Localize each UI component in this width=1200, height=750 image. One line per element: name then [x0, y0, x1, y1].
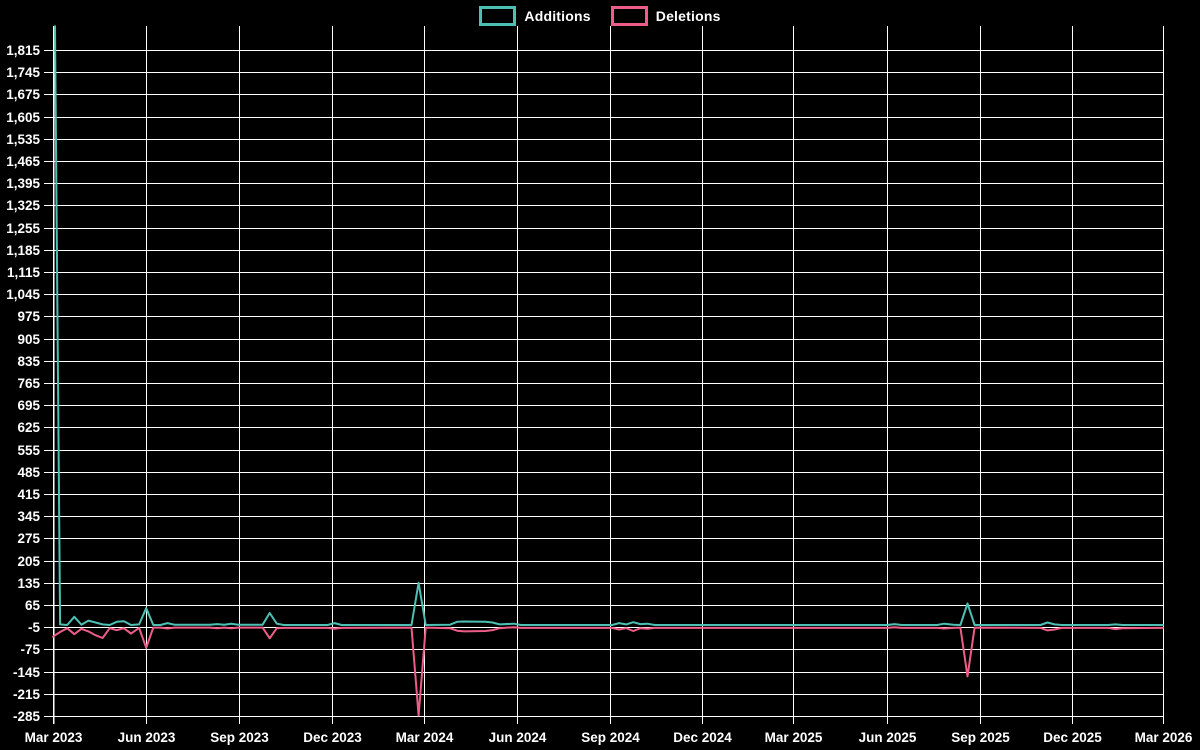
- x-gridlines: [53, 26, 1164, 724]
- y-tick-label: 975: [17, 309, 40, 324]
- y-tick-label: 1,815: [6, 43, 40, 58]
- additions-legend-label: Additions: [524, 8, 591, 24]
- y-tick-label: 1,675: [6, 87, 40, 102]
- x-tick-label: Dec 2024: [673, 730, 732, 745]
- x-tick-label: Mar 2026: [1135, 730, 1193, 745]
- y-gridlines: [44, 50, 1163, 717]
- x-tick-label: Jun 2023: [118, 730, 176, 745]
- y-tick-label: 275: [17, 531, 40, 546]
- y-tick-label: -285: [13, 709, 41, 724]
- y-tick-label: 1,255: [6, 221, 40, 236]
- y-tick-label: 765: [17, 376, 40, 391]
- y-tick-label: 835: [17, 354, 40, 369]
- y-tick-label: 1,745: [6, 65, 40, 80]
- y-tick-label: 555: [17, 443, 40, 458]
- x-tick-label: Sep 2025: [951, 730, 1010, 745]
- x-tick-label: Dec 2023: [303, 730, 362, 745]
- x-tick-label: Mar 2023: [25, 730, 83, 745]
- x-tick-label: Dec 2025: [1043, 730, 1102, 745]
- y-tick-labels: -285 -215 -145 -75 -5 65 135 205 275 345 415 485 555…: [6, 43, 40, 724]
- deletions-legend-swatch: [610, 6, 648, 26]
- additions-legend-swatch: [479, 6, 517, 26]
- chart-legend: Additions Deletions: [0, 6, 1200, 26]
- y-tick-label: 135: [17, 576, 40, 591]
- y-tick-label: 1,395: [6, 176, 40, 191]
- x-tick-label: Mar 2025: [765, 730, 823, 745]
- y-tick-label: 1,465: [6, 154, 40, 169]
- y-tick-label: 415: [17, 487, 40, 502]
- y-tick-label: -145: [13, 665, 41, 680]
- deletions-legend-label: Deletions: [655, 8, 721, 24]
- legend-item-deletions[interactable]: Deletions: [610, 6, 721, 26]
- y-tick-label: 695: [17, 398, 40, 413]
- x-tick-label: Mar 2024: [396, 730, 454, 745]
- y-tick-label: 1,605: [6, 110, 40, 125]
- x-tick-label: Sep 2024: [581, 730, 640, 745]
- x-tick-label: Jun 2024: [489, 730, 547, 745]
- y-tick-label: 485: [17, 465, 40, 480]
- y-tick-label: 905: [17, 332, 40, 347]
- y-tick-label: -5: [28, 620, 40, 635]
- y-tick-label: 205: [17, 554, 40, 569]
- y-tick-label: 1,325: [6, 198, 40, 213]
- y-tick-label: 345: [17, 509, 40, 524]
- y-tick-label: 625: [17, 420, 40, 435]
- x-tick-labels: Mar 2023 Jun 2023 Sep 2023 Dec 2023 Mar 2024…: [25, 730, 1193, 745]
- y-tick-label: -215: [13, 687, 41, 702]
- y-tick-label: 1,115: [7, 265, 41, 280]
- legend-item-additions[interactable]: Additions: [479, 6, 591, 26]
- y-tick-label: 1,535: [6, 132, 40, 147]
- y-tick-label: 1,185: [6, 243, 40, 258]
- x-tick-label: Jun 2025: [859, 730, 917, 745]
- y-tick-label: -75: [20, 642, 40, 657]
- additions-line: [54, 25, 1164, 626]
- y-tick-label: 1,045: [6, 287, 40, 302]
- x-tick-label: Sep 2023: [210, 730, 269, 745]
- y-tick-label: 65: [25, 598, 41, 613]
- deletions-line: [52, 626, 1164, 717]
